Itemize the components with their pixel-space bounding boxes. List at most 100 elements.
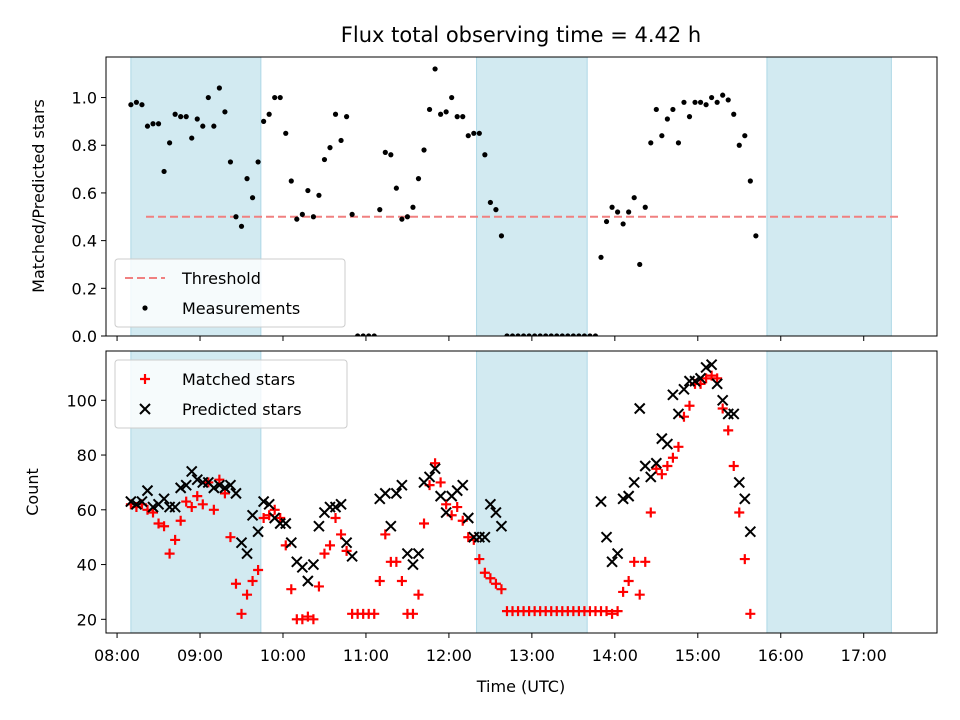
measurement-point <box>155 121 162 127</box>
legend-predicted-swatch <box>139 403 151 415</box>
predicted-star-point <box>219 482 231 494</box>
measurement-point <box>133 99 140 105</box>
measurement-point <box>172 111 178 117</box>
matched-star-point <box>186 502 197 513</box>
matched-star-point <box>175 515 186 526</box>
predicted-star-point <box>412 547 425 560</box>
measurement-point <box>620 221 626 227</box>
measurement-point <box>388 152 394 158</box>
legend-label: Matched stars <box>182 370 295 389</box>
y-tick-label: 0.4 <box>72 232 97 251</box>
measurement-point <box>161 168 167 175</box>
predicted-star-point <box>180 479 192 491</box>
measurement-point <box>150 121 156 127</box>
matched-star-point <box>430 458 441 469</box>
measurement-point <box>454 114 460 120</box>
measurement-point <box>543 333 549 336</box>
matched-star-point <box>662 460 673 471</box>
predicted-star-point <box>678 383 690 396</box>
predicted-star-point <box>611 547 624 560</box>
matched-star-point <box>269 504 280 515</box>
matched-star-point <box>452 502 463 513</box>
predicted-star-point <box>600 531 613 543</box>
y-tick-label: 100 <box>66 391 97 410</box>
matched-star-point <box>391 556 402 567</box>
predicted-star-point <box>340 536 353 549</box>
legend: Threshold Measurements <box>114 258 346 328</box>
predicted-star-point <box>434 490 447 502</box>
measurement-point <box>471 130 477 136</box>
matched-star-point <box>208 504 219 515</box>
measurement-point <box>183 114 189 120</box>
measurement-point <box>144 123 151 129</box>
measurement-point <box>609 204 615 210</box>
shaded-interval <box>476 57 588 336</box>
measurement-point <box>321 156 328 163</box>
measurement-point <box>703 102 709 108</box>
y-tick-label: 60 <box>77 501 97 520</box>
measurement-point <box>294 216 300 222</box>
predicted-star-point <box>307 558 320 571</box>
measurement-point <box>731 111 737 117</box>
measurement-point <box>742 133 748 139</box>
x-tick-label: 13:00 <box>509 646 555 665</box>
matched-star-point <box>230 578 241 589</box>
measurement-point <box>366 333 372 336</box>
measurement-point <box>261 118 267 124</box>
predicted-star-point <box>595 495 607 508</box>
measurement-point <box>747 178 753 184</box>
matched-star-point <box>474 554 485 565</box>
matched-star-point <box>435 477 446 488</box>
measurement-point <box>614 209 621 215</box>
predicted-star-point <box>174 482 187 494</box>
matched-star-point <box>745 608 756 619</box>
predicted-star-point <box>722 408 734 420</box>
matched-star-point <box>341 545 352 556</box>
x-tick-label: 15:00 <box>675 646 721 665</box>
y-tick-label: 0.2 <box>72 279 97 298</box>
series-dot <box>128 66 759 336</box>
measurement-point <box>349 211 355 217</box>
predicted-star-point <box>335 498 347 511</box>
measurement-point <box>692 99 698 105</box>
predicted-star-point <box>285 536 297 549</box>
predicted-star-point <box>628 476 640 489</box>
measurement-point <box>603 218 610 225</box>
measurement-point <box>189 135 195 141</box>
x-tick-label: 14:00 <box>592 646 638 665</box>
measurement-point <box>504 333 510 336</box>
measurement-point <box>631 195 637 201</box>
matched-star-point <box>618 586 629 597</box>
x-tick-label: 12:00 <box>426 646 472 665</box>
measurement-point <box>476 130 482 136</box>
series-plus <box>125 370 756 625</box>
measurement-point <box>205 94 211 101</box>
y-tick-label: 80 <box>77 446 97 465</box>
predicted-star-point <box>147 501 159 513</box>
matched-star-point <box>258 513 269 524</box>
measurement-point <box>559 333 565 336</box>
measurement-point <box>515 333 521 336</box>
predicted-star-point <box>484 498 497 511</box>
predicted-star-point <box>739 493 751 505</box>
matched-star-point <box>302 611 313 622</box>
measurement-point <box>415 176 422 182</box>
matched-star-point <box>380 529 391 540</box>
matched-star-point <box>197 499 208 510</box>
measurement-point <box>509 333 516 336</box>
legend-measurement-swatch <box>142 305 148 311</box>
matched-star-point <box>479 567 490 578</box>
measurement-point <box>299 211 305 217</box>
measurement-point <box>249 195 256 201</box>
measurement-point <box>626 209 632 215</box>
predicted-star-point <box>728 408 740 420</box>
legend-label: Threshold <box>181 269 261 288</box>
measurement-point <box>355 333 361 336</box>
matched-star-point <box>319 548 330 559</box>
measurement-point <box>438 111 444 117</box>
matched-star-point <box>330 513 341 524</box>
axes-frame <box>105 350 938 634</box>
measurement-point <box>465 133 471 139</box>
measurement-point <box>310 214 317 220</box>
measurement-point <box>714 99 720 105</box>
